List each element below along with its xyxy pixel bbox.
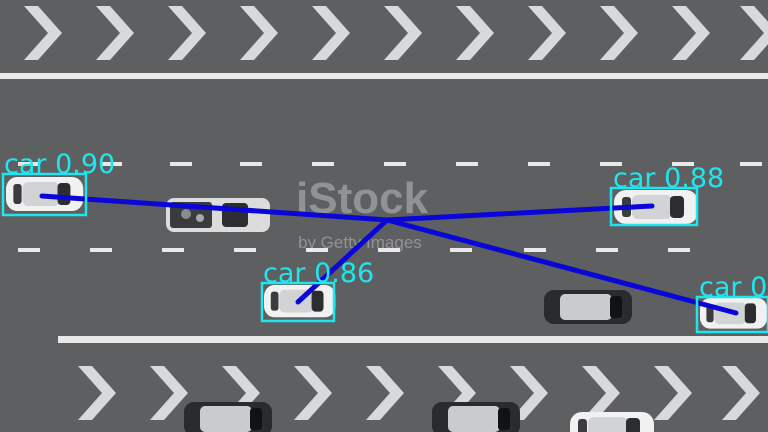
- detection-label-2: car 0.88: [613, 163, 724, 194]
- detection-box-2: [609, 186, 699, 227]
- car-bottom-2: [432, 402, 520, 432]
- pickup-truck: [166, 198, 270, 232]
- bottom-edge-line: [58, 336, 768, 343]
- detection-label-4: car 0: [699, 272, 767, 303]
- car-bottom-3: [570, 412, 654, 432]
- tracker-lines: [39, 193, 739, 316]
- top-edge-line: [0, 73, 768, 79]
- car-bottom-1: [184, 402, 272, 432]
- detection-box-3: [260, 281, 336, 323]
- detection-boxes: [1, 172, 768, 334]
- lane-dashes-upper: [18, 162, 762, 166]
- detection-label-3: car 0.86: [263, 258, 374, 289]
- detection-label-1: car 0.90: [4, 149, 115, 180]
- car-dark-1: [544, 290, 632, 324]
- detection-box-4: [695, 295, 768, 334]
- detection-box-1: [1, 172, 88, 217]
- lane-dashes-lower: [18, 248, 690, 252]
